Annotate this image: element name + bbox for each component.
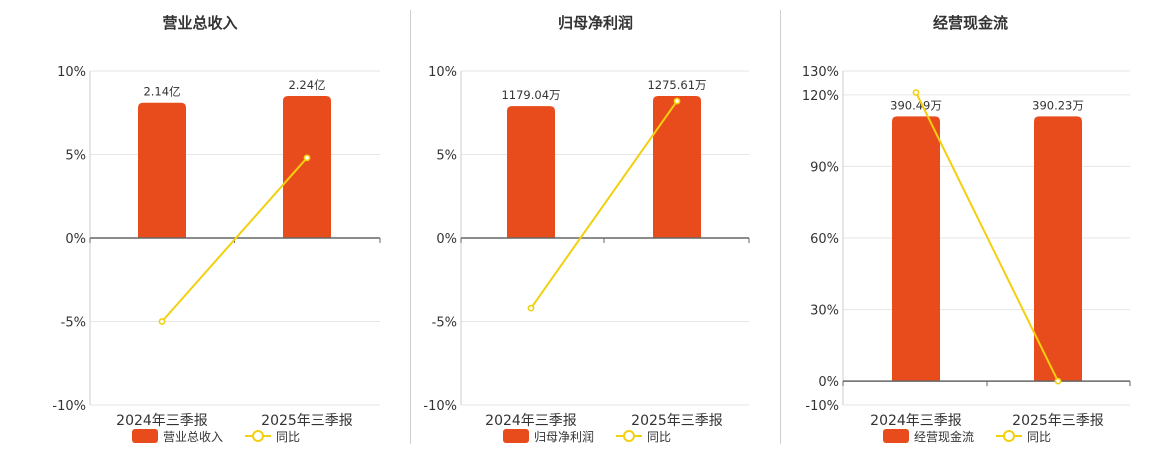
yoy-point (1054, 377, 1062, 385)
y-tick-label: 130% (802, 65, 839, 80)
y-tick-label: 0% (436, 232, 457, 247)
chart-panel-net-profit: 归母净利润 -10% -5% 0% 5% 10% 1179.04万 1275.61万 2024年… (411, 0, 780, 450)
bar (507, 106, 555, 238)
legend-bar-label: 经营现金流 (914, 429, 974, 444)
x-category-label: 2024年三季报 (116, 413, 208, 429)
chart-title: 归母净利润 (558, 14, 633, 32)
legend-line-label: 同比 (1027, 430, 1051, 444)
chart-panel-cash-flow: 经营现金流 -10% 0% 30% 60% 90% 120% 130% 390.49万 390.2… (781, 0, 1160, 450)
y-tick-label: -10% (423, 399, 457, 414)
panel-divider (780, 10, 781, 444)
chart-title: 营业总收入 (162, 14, 237, 32)
y-tick-label: 90% (810, 160, 839, 175)
legend-line-label: 同比 (276, 430, 300, 444)
bar-value-label: 1275.61万 (647, 78, 706, 92)
x-category-label: 2024年三季报 (870, 413, 962, 429)
bar (892, 116, 940, 382)
y-tick-label: 5% (65, 149, 86, 164)
bar-value-label: 390.23万 (1032, 98, 1084, 112)
legend-line-marker (623, 430, 635, 442)
bar-value-label: 390.49万 (890, 98, 942, 112)
revenue-chart: 营业总收入 -10% -5% 0% 5% 10% 2.14亿 2.24亿 2024年三季报 202… (52, 14, 381, 444)
bar (1034, 116, 1082, 382)
y-tick-label: 30% (810, 304, 839, 319)
y-tick-label: 120% (802, 89, 839, 104)
chart-title: 经营现金流 (933, 14, 1008, 32)
y-tick-label: 5% (436, 149, 457, 164)
y-tick-label: 0% (818, 375, 839, 390)
legend-line-marker (252, 430, 264, 442)
x-category-label: 2025年三季报 (1012, 413, 1104, 429)
net-profit-chart: 归母净利润 -10% -5% 0% 5% 10% 1179.04万 1275.61万 2024年… (423, 14, 750, 444)
x-category-label: 2025年三季报 (631, 413, 723, 429)
y-tick-label: -10% (52, 399, 86, 414)
yoy-line (915, 92, 1059, 382)
yoy-point (527, 304, 535, 312)
chart-panel-revenue: 营业总收入 -10% -5% 0% 5% 10% 2.14亿 2.24亿 2024年三季报 202… (10, 0, 390, 450)
y-tick-label: 60% (810, 232, 839, 247)
bar (283, 96, 331, 238)
y-tick-label: -5% (432, 316, 457, 331)
x-category-label: 2024年三季报 (485, 413, 577, 429)
legend-line-marker (1003, 430, 1015, 442)
x-category-label: 2025年三季报 (261, 413, 353, 429)
legend-bar-label: 营业总收入 (163, 430, 223, 444)
legend-bar-swatch (503, 429, 529, 443)
yoy-line (161, 157, 308, 323)
yoy-line (530, 100, 678, 309)
y-tick-label: -5% (61, 316, 86, 331)
yoy-point (303, 154, 311, 162)
legend-bar-swatch (883, 429, 909, 443)
bar (138, 102, 186, 238)
y-tick-label: 10% (57, 65, 86, 80)
bar-value-label: 1179.04万 (501, 88, 560, 102)
yoy-point (158, 318, 166, 325)
cash-flow-chart: 经营现金流 -10% 0% 30% 60% 90% 120% 130% 390.49万 390.2… (802, 14, 1131, 444)
yoy-point (912, 89, 920, 96)
y-tick-label: -10% (805, 399, 839, 414)
legend-line-label: 同比 (647, 430, 671, 444)
y-tick-label: 0% (65, 232, 86, 247)
bar-value-label: 2.24亿 (288, 78, 325, 92)
legend-bar-swatch (132, 429, 158, 443)
yoy-point (673, 97, 681, 105)
bar (653, 96, 701, 238)
y-tick-label: 10% (428, 65, 457, 80)
bar-value-label: 2.14亿 (143, 85, 180, 99)
legend-bar-label: 归母净利润 (534, 430, 594, 444)
panel-divider (410, 10, 411, 444)
